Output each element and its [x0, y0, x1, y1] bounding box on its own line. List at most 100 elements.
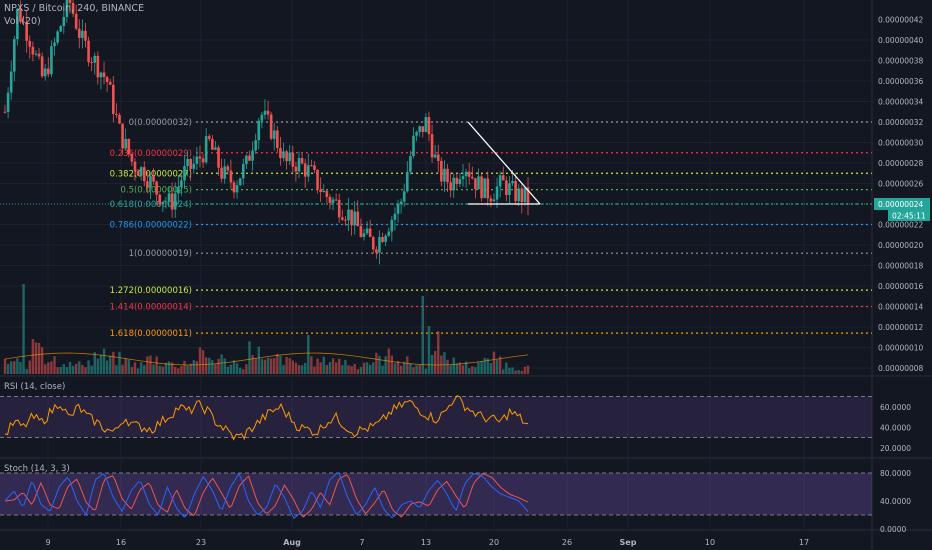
candle-body — [260, 114, 264, 121]
volume-bar — [372, 362, 375, 374]
volume-bar — [257, 346, 260, 374]
rsi-tick-label: 60.0000 — [880, 403, 911, 412]
candle-body — [195, 156, 199, 164]
time-label: 9 — [45, 538, 50, 547]
time-label: 26 — [562, 538, 572, 547]
candle-body — [371, 237, 375, 250]
volume-bar — [155, 356, 158, 374]
volume-bar — [31, 339, 35, 374]
candle-body — [436, 154, 440, 161]
candle-body — [40, 56, 44, 77]
stoch-title[interactable]: Stoch (14, 3, 3) — [4, 464, 70, 474]
rsi-title[interactable]: RSI (14, close) — [4, 382, 66, 392]
candle-body — [53, 42, 56, 47]
candle-body — [3, 111, 7, 113]
volume-bar — [115, 365, 118, 374]
price-tick-label: 0.00000010 — [878, 344, 924, 353]
volume-bar — [458, 362, 462, 374]
candle-body — [266, 110, 270, 115]
current-price-tag — [874, 198, 930, 210]
volume-bar — [310, 356, 313, 374]
candle-body — [523, 187, 527, 203]
volume-bar — [406, 356, 409, 374]
symbol-title[interactable]: NPXS / Bitcoin, 240, BINANCE — [4, 3, 145, 14]
volume-bar — [455, 363, 459, 374]
candle-body — [28, 40, 32, 47]
volume-bar — [161, 366, 165, 374]
candle-body — [387, 231, 391, 236]
candle-body — [81, 30, 84, 38]
volume-bar — [25, 369, 28, 374]
candle-body — [152, 176, 155, 182]
candle-body — [47, 68, 50, 75]
volume-bar — [322, 356, 325, 374]
candle-body — [31, 46, 35, 55]
candle-body — [396, 204, 400, 214]
price-tick-label: 0.00000036 — [878, 77, 924, 86]
volume-bar — [248, 341, 251, 374]
volume-bar — [300, 365, 304, 374]
volume-bar — [99, 354, 103, 374]
volume-bar — [399, 365, 403, 374]
candle-body — [362, 233, 366, 237]
candle-body — [124, 138, 127, 149]
candle-body — [325, 190, 329, 197]
volume-bar — [164, 362, 168, 374]
volume-bar — [3, 358, 7, 374]
candle-body — [257, 120, 261, 141]
volume-bar — [424, 368, 428, 374]
volume-bar — [71, 365, 75, 374]
candle-body — [235, 185, 239, 193]
volume-bar — [34, 342, 38, 374]
candle-body — [93, 55, 97, 63]
volume-bar — [235, 363, 239, 374]
volume-bar — [303, 362, 307, 374]
volume-bar — [40, 347, 44, 374]
candle-body — [142, 167, 146, 182]
candle-body — [331, 199, 335, 203]
volume-indicator-label[interactable]: Vol (20) — [4, 16, 41, 27]
candle-body — [56, 31, 59, 43]
volume-bar — [96, 358, 100, 374]
volume-bar — [384, 356, 387, 374]
volume-bar — [474, 367, 477, 374]
volume-bar — [62, 364, 65, 374]
stoch-k-line — [4, 472, 529, 519]
candle-body — [341, 217, 344, 220]
candle-body — [19, 8, 22, 22]
candle-body — [25, 21, 28, 41]
candle-body — [458, 179, 462, 185]
time-label: 23 — [196, 538, 206, 547]
volume-bar — [87, 360, 90, 374]
volume-bar — [13, 361, 16, 374]
price-tick-label: 0.00000022 — [878, 221, 924, 230]
candle-body — [37, 53, 41, 57]
volume-bar — [433, 351, 437, 374]
candle-body — [495, 186, 499, 200]
volume-bar — [133, 362, 137, 374]
descending-triangle[interactable] — [467, 121, 541, 205]
candle-body — [406, 171, 409, 192]
volume-bar — [143, 365, 146, 374]
volume-bar — [313, 366, 316, 374]
candle-body — [498, 175, 502, 187]
volume-bar — [105, 360, 109, 374]
candle-body — [59, 26, 63, 32]
candle-body — [34, 53, 38, 55]
volume-bar — [344, 359, 347, 374]
volume-bar — [6, 363, 10, 374]
candle-body — [248, 155, 251, 161]
candle-body — [384, 235, 387, 243]
rsi-tick-label: 40.0000 — [880, 423, 911, 432]
volume-bar — [468, 368, 471, 374]
candle-body — [356, 211, 360, 227]
candle-body — [108, 82, 112, 85]
candle-body — [427, 117, 431, 135]
countdown-label: 02:45:11 — [892, 212, 926, 221]
volume-bar — [44, 364, 47, 374]
volume-bar — [118, 351, 121, 374]
volume-bar — [59, 366, 62, 374]
volume-bar — [461, 365, 465, 374]
candle-body — [511, 181, 514, 184]
